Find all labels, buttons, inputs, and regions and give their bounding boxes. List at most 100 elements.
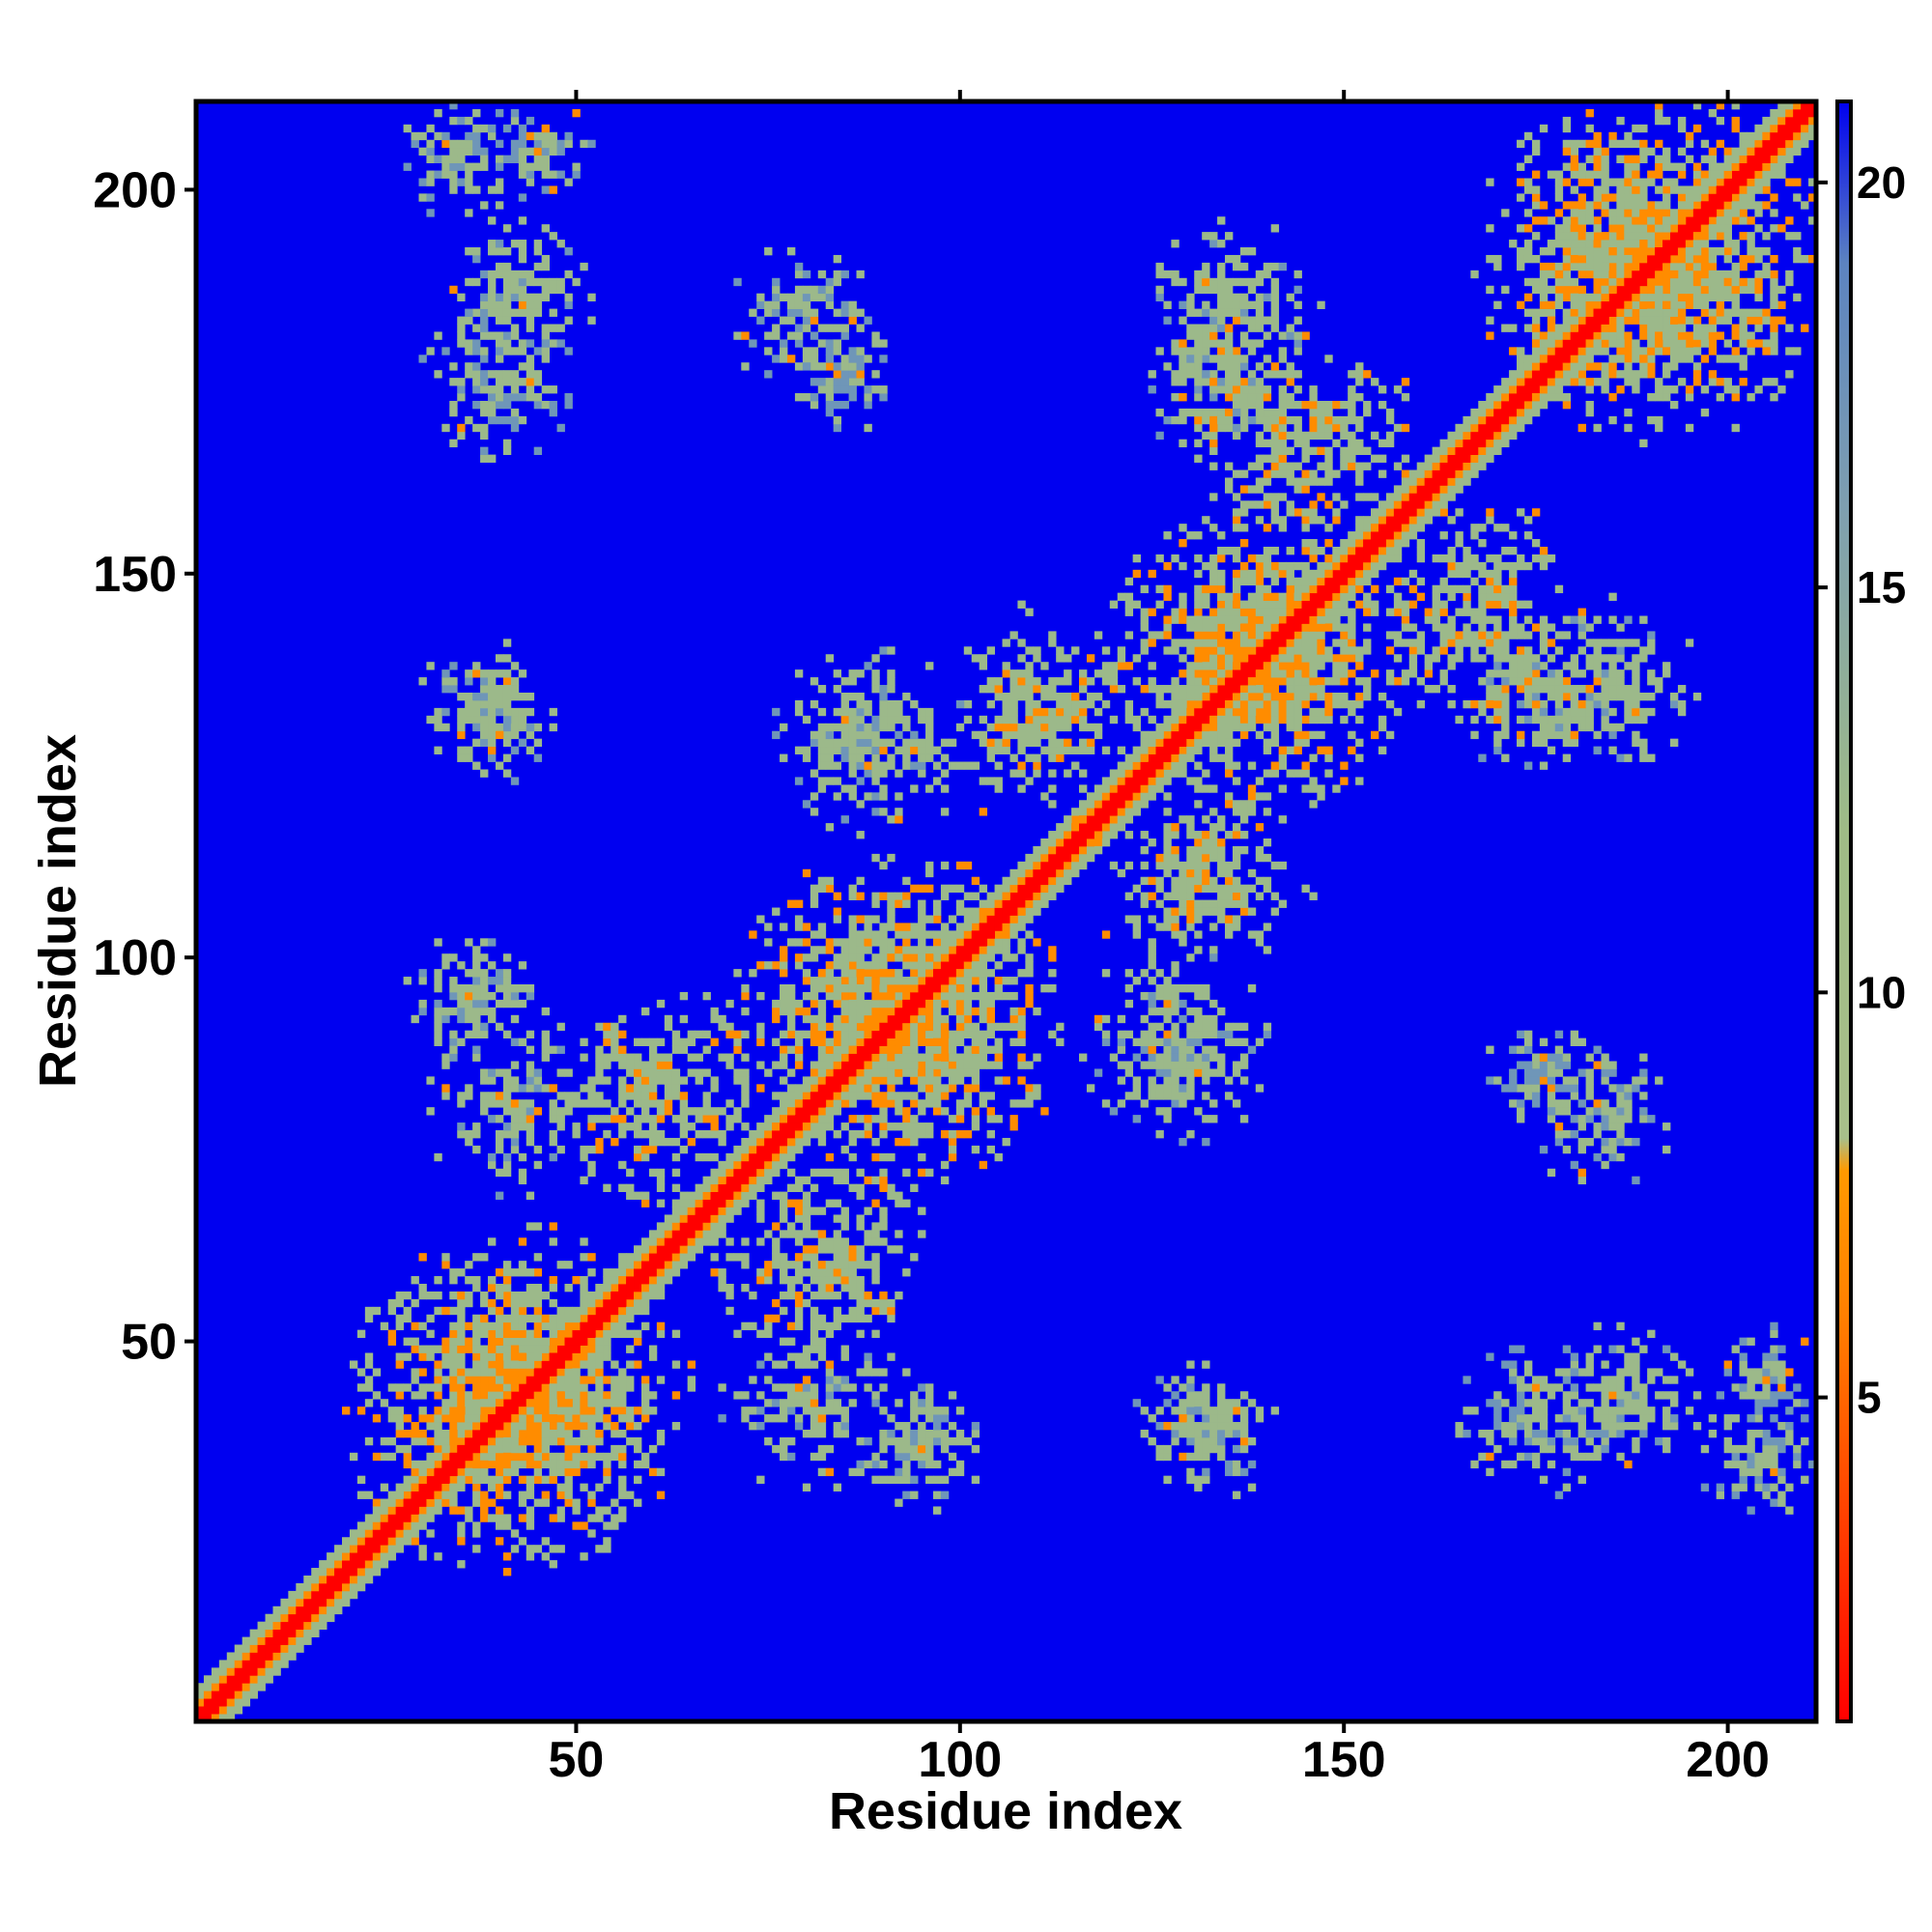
heatmap-cell	[1278, 393, 1287, 402]
heatmap-cell	[1493, 654, 1502, 663]
heatmap-cell	[955, 1061, 965, 1069]
heatmap-cell	[1056, 1022, 1065, 1032]
heatmap-cell	[510, 1406, 520, 1415]
heatmap-cell	[833, 1107, 842, 1116]
heatmap-cell	[840, 707, 849, 717]
heatmap-cell	[541, 1537, 550, 1546]
heatmap-cell	[1601, 324, 1609, 332]
heatmap-cell	[387, 1298, 397, 1308]
heatmap-cell	[948, 1152, 957, 1162]
heatmap-cell	[1239, 1037, 1249, 1046]
heatmap-cell	[1232, 654, 1241, 663]
heatmap-cell	[710, 1037, 719, 1046]
heatmap-cell	[1009, 723, 1018, 732]
heatmap-cell	[1202, 692, 1210, 701]
heatmap-cell	[1301, 715, 1310, 724]
heatmap-cell	[1432, 623, 1440, 632]
heatmap-cell	[848, 1076, 857, 1085]
heatmap-cell	[603, 1314, 611, 1323]
heatmap-cell	[1263, 669, 1272, 678]
heatmap-cell	[441, 1436, 450, 1446]
heatmap-cell	[1669, 162, 1679, 171]
heatmap-cell	[741, 1099, 750, 1108]
heatmap-cell	[702, 991, 711, 1001]
heatmap-cell	[1669, 209, 1679, 217]
heatmap-cell	[1332, 577, 1341, 586]
heatmap-cell	[1056, 1037, 1065, 1046]
heatmap-cell	[1424, 615, 1434, 624]
heatmap-cell	[502, 270, 512, 279]
heatmap-cell	[1232, 431, 1241, 440]
heatmap-cell	[833, 1014, 842, 1024]
heatmap-cell	[895, 1191, 903, 1200]
heatmap-cell	[1762, 316, 1771, 325]
heatmap-cell	[1593, 699, 1602, 709]
heatmap-cell	[449, 1276, 458, 1285]
heatmap-cell	[871, 1306, 880, 1316]
heatmap-cell	[648, 1130, 658, 1139]
heatmap-cell	[871, 677, 880, 686]
heatmap-cell	[1439, 600, 1448, 609]
heatmap-cell	[1731, 308, 1740, 317]
heatmap-cell	[656, 1168, 666, 1178]
heatmap-cell	[871, 1115, 880, 1123]
heatmap-cell	[656, 999, 666, 1009]
heatmap-cell	[1293, 485, 1302, 494]
heatmap-cell	[1662, 232, 1671, 241]
heatmap-cell	[457, 1321, 466, 1331]
heatmap-cell	[887, 907, 895, 916]
heatmap-cell	[1700, 155, 1710, 163]
heatmap-cell	[618, 1399, 627, 1407]
heatmap-cell	[1239, 500, 1249, 509]
heatmap-cell	[1639, 216, 1648, 225]
heatmap-cell	[495, 262, 504, 271]
heatmap-cell	[1255, 930, 1264, 939]
heatmap-cell	[864, 1122, 872, 1131]
heatmap-cell	[679, 1107, 689, 1116]
heatmap-cell	[472, 1399, 481, 1407]
heatmap-cell	[1002, 723, 1010, 732]
heatmap-cell	[1517, 623, 1525, 632]
heatmap-cell	[1478, 539, 1487, 548]
heatmap-cell	[772, 1298, 781, 1308]
heatmap-cell	[1239, 378, 1249, 386]
heatmap-cell	[955, 1030, 965, 1039]
heatmap-cell	[994, 1022, 1003, 1032]
heatmap-cell	[518, 1406, 527, 1415]
heatmap-cell	[1239, 699, 1249, 709]
heatmap-cell	[1124, 662, 1134, 670]
heatmap-cell	[1585, 270, 1594, 279]
heatmap-cell	[1186, 677, 1195, 686]
heatmap-cell	[810, 1245, 819, 1254]
heatmap-cell	[1109, 685, 1119, 694]
heatmap-cell	[1209, 946, 1218, 954]
heatmap-cell	[564, 1406, 573, 1415]
heatmap-cell	[349, 1452, 358, 1462]
heatmap-cell	[1562, 232, 1572, 241]
heatmap-cell	[1217, 1053, 1226, 1062]
heatmap-cell	[1255, 654, 1264, 663]
heatmap-cell	[1040, 707, 1049, 717]
heatmap-cell	[1570, 1406, 1579, 1415]
heatmap-cell	[1194, 845, 1203, 855]
heatmap-cell	[902, 876, 911, 886]
heatmap-cell	[1163, 923, 1172, 931]
heatmap-cell	[1048, 769, 1057, 778]
heatmap-cell	[825, 761, 835, 770]
heatmap-cell	[1194, 1053, 1203, 1062]
heatmap-cell	[1470, 270, 1479, 279]
heatmap-cell	[1124, 1030, 1134, 1039]
heatmap-cell	[1171, 615, 1179, 624]
heatmap-cell	[955, 984, 965, 993]
heatmap-cell	[933, 969, 942, 978]
heatmap-cell	[1025, 1061, 1034, 1069]
heatmap-cell	[1669, 262, 1679, 271]
heatmap-cell	[1585, 639, 1594, 647]
heatmap-cell	[1064, 723, 1072, 732]
heatmap-cell	[879, 1214, 888, 1223]
heatmap-cell	[465, 1422, 473, 1431]
heatmap-cell	[1355, 393, 1364, 402]
heatmap-cell	[833, 953, 842, 962]
heatmap-cell	[864, 1291, 872, 1300]
heatmap-cell	[1662, 662, 1671, 670]
